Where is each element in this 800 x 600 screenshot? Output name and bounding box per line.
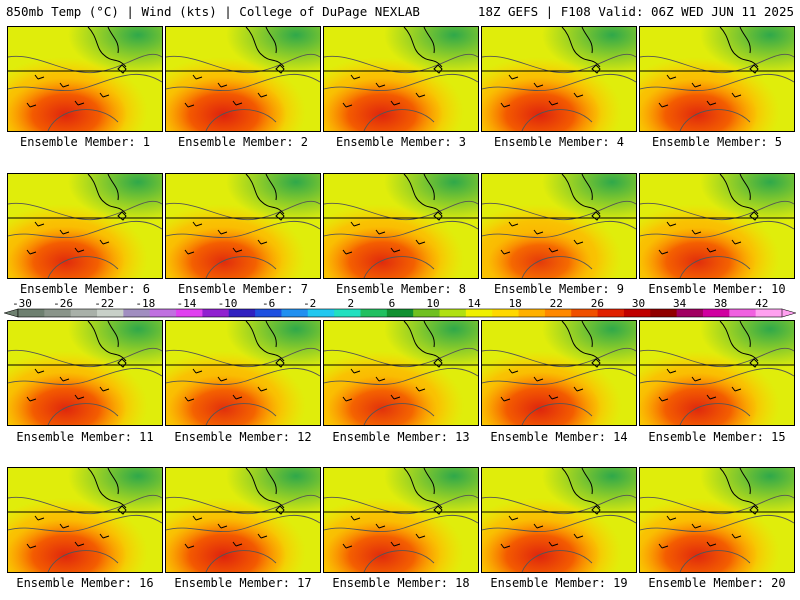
colorbar-swatch: [255, 309, 282, 317]
ensemble-member-map: [481, 320, 637, 426]
colorbar-max-arrow: [781, 308, 796, 318]
ensemble-member-label: Ensemble Member: 18: [332, 576, 470, 590]
ensemble-member-map: [7, 26, 163, 132]
colorbar-tick-label: 34: [672, 297, 687, 310]
colorbar-tick-label: -14: [176, 297, 197, 310]
colorbar-tick-label: 30: [631, 297, 646, 310]
colorbar-tick-label: -10: [217, 297, 238, 310]
colorbar-swatch: [676, 309, 704, 317]
ensemble-member-map: [639, 467, 795, 573]
ensemble-member-map: [639, 320, 795, 426]
ensemble-member-label: Ensemble Member: 15: [648, 430, 786, 444]
ensemble-member-map: [323, 320, 479, 426]
colorbar-swatch: [97, 309, 124, 317]
colorbar-tick-label: -22: [94, 297, 115, 310]
colorbar-swatch: [386, 309, 414, 317]
ensemble-member-map: [165, 26, 321, 132]
colorbar-swatch: [755, 309, 783, 317]
colorbar-swatch: [518, 309, 546, 317]
ensemble-member-map: [481, 26, 637, 132]
colorbar-swatch: [44, 309, 72, 317]
map-title: 850mb Temp (°C) | Wind (kts) | College o…: [6, 4, 420, 19]
ensemble-member-label: Ensemble Member: 10: [648, 282, 786, 296]
colorbar-swatch: [202, 309, 230, 317]
ensemble-member-label: Ensemble Member: 19: [490, 576, 628, 590]
colorbar-tick-label: -2: [303, 297, 317, 310]
colorbar-swatch: [228, 309, 256, 317]
model-run-valid-time: 18Z GEFS | F108 Valid: 06Z WED JUN 11 20…: [477, 4, 794, 19]
colorbar-tick-label: -26: [53, 297, 74, 310]
colorbar-tick-label: 38: [714, 297, 728, 310]
ensemble-member-label: Ensemble Member: 14: [490, 430, 628, 444]
colorbar-swatch: [18, 309, 45, 317]
colorbar-tick-label: 6: [388, 297, 396, 310]
colorbar-swatch: [571, 309, 599, 317]
ensemble-member-map: [7, 467, 163, 573]
colorbar-swatch: [729, 309, 757, 317]
ensemble-member-label: Ensemble Member: 2: [177, 135, 309, 149]
colorbar-swatch: [149, 309, 177, 317]
ensemble-member-map: [639, 26, 795, 132]
ensemble-member-map: [481, 173, 637, 279]
colorbar-swatch: [702, 309, 730, 317]
ensemble-member-label: Ensemble Member: 17: [174, 576, 312, 590]
ensemble-member-label: Ensemble Member: 8: [335, 282, 467, 296]
ensemble-member-map: [165, 320, 321, 426]
ensemble-member-label: Ensemble Member: 3: [335, 135, 467, 149]
ensemble-member-label: Ensemble Member: 16: [16, 576, 154, 590]
colorbar-min-arrow: [4, 308, 19, 318]
colorbar-swatch: [334, 309, 361, 317]
temperature-colorbar: [4, 308, 796, 318]
colorbar-swatch: [544, 309, 572, 317]
colorbar-tick-label: 2: [347, 297, 355, 310]
colorbar-swatch: [492, 309, 520, 317]
ensemble-member-label: Ensemble Member: 1: [19, 135, 151, 149]
colorbar-tick-label: -30: [12, 297, 32, 310]
colorbar-tick-label: -18: [135, 297, 156, 310]
colorbar-swatch: [650, 309, 678, 317]
ensemble-member-map: [165, 173, 321, 279]
colorbar-tick-label: 26: [590, 297, 605, 310]
ensemble-member-map: [323, 467, 479, 573]
ensemble-member-label: Ensemble Member: 9: [493, 282, 625, 296]
colorbar-tick-label: -6: [261, 297, 276, 310]
colorbar-tick-label: 18: [508, 297, 522, 310]
ensemble-member-label: Ensemble Member: 6: [19, 282, 151, 296]
colorbar-swatch: [465, 309, 493, 317]
ensemble-member-map: [165, 467, 321, 573]
ensemble-member-map: [323, 26, 479, 132]
colorbar-tick-label: 42: [755, 297, 769, 310]
colorbar-swatch: [70, 309, 98, 317]
ensemble-member-map: [7, 173, 163, 279]
colorbar-swatch: [176, 309, 203, 317]
colorbar-swatch: [623, 309, 651, 317]
ensemble-member-map: [639, 173, 795, 279]
ensemble-member-map: [481, 467, 637, 573]
ensemble-member-label: Ensemble Member: 13: [332, 430, 470, 444]
colorbar-swatch: [360, 309, 388, 317]
ensemble-member-label: Ensemble Member: 11: [16, 430, 154, 444]
ensemble-member-label: Ensemble Member: 12: [174, 430, 312, 444]
colorbar-swatch: [413, 309, 441, 317]
colorbar-swatch: [307, 309, 335, 317]
ensemble-member-map: [323, 173, 479, 279]
colorbar-tick-label: 10: [426, 297, 440, 310]
ensemble-member-label: Ensemble Member: 5: [651, 135, 783, 149]
ensemble-member-label: Ensemble Member: 7: [177, 282, 309, 296]
colorbar-swatch: [597, 309, 625, 317]
colorbar-swatch: [123, 309, 151, 317]
colorbar-swatch: [281, 309, 309, 317]
colorbar-tick-label: 22: [549, 297, 563, 310]
ensemble-member-label: Ensemble Member: 4: [493, 135, 625, 149]
colorbar-swatch: [439, 309, 467, 317]
colorbar-tick-label: 14: [467, 297, 481, 310]
ensemble-member-label: Ensemble Member: 20: [648, 576, 786, 590]
ensemble-member-map: [7, 320, 163, 426]
